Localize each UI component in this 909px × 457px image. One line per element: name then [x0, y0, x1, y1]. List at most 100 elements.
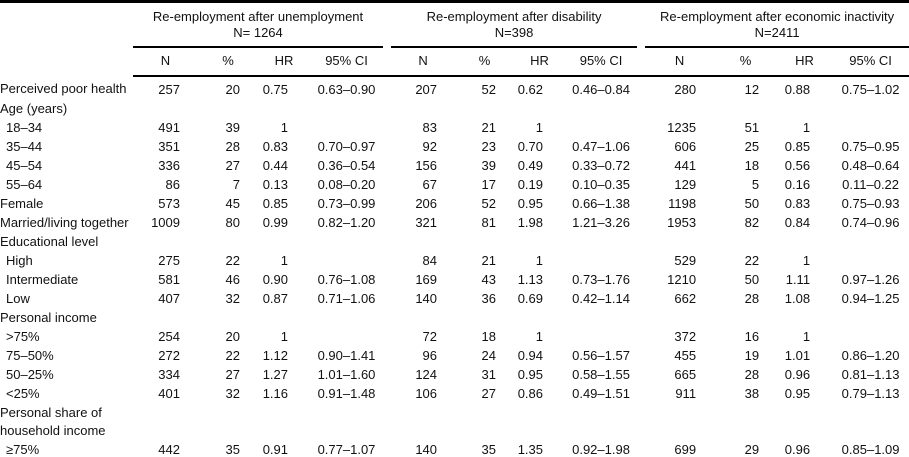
cell-ci: 0.92–1.98	[572, 442, 630, 457]
cell-pct: 81	[481, 215, 497, 230]
cell-pct: 27	[225, 367, 240, 382]
cell-n: 401	[158, 386, 180, 401]
cell-hr: 0.75	[262, 82, 288, 97]
row-label: Female	[0, 196, 44, 211]
cell-n: 455	[674, 348, 697, 363]
row-label: 50–25%	[6, 367, 54, 382]
row-label: <25%	[6, 386, 40, 401]
cell-n: 275	[158, 253, 180, 268]
col-header-hr: HR	[514, 47, 566, 77]
cell-pct: 28	[225, 139, 240, 154]
cell-hr: 0.56	[784, 158, 811, 173]
cell-pct: 52	[481, 82, 497, 97]
table-row: High 275 22 1 84 21 1 529 22 1	[0, 251, 909, 270]
cell-hr: 1	[280, 120, 288, 135]
cell-ci: 0.48–0.64	[841, 158, 900, 173]
cell-n: 442	[158, 442, 180, 457]
table-row: 18–34 491 39 1 83 21 1 1235 51 1	[0, 118, 909, 137]
col-header-hr: HR	[258, 47, 310, 77]
cell-ci: 1.21–3.26	[572, 215, 630, 230]
cell-n: 1235	[667, 120, 697, 135]
group-gap	[383, 137, 391, 156]
group-gap	[383, 47, 392, 77]
cell-ci: 0.11–0.22	[842, 177, 900, 192]
table-row: 35–44 351 28 0.83 0.70–0.97 92 23 0.70 0.47–1.06…	[0, 137, 909, 156]
cell-n: 491	[158, 120, 180, 135]
cell-ci: 0.75–0.95	[841, 139, 900, 154]
cell-n: 86	[165, 177, 180, 192]
cell-ci	[565, 118, 637, 137]
cell-n: 156	[415, 158, 438, 173]
cell-n: 72	[422, 329, 438, 344]
cell-n: 280	[674, 82, 697, 97]
group-gap	[383, 270, 391, 289]
cell-hr: 1	[802, 253, 811, 268]
cell-n: 699	[674, 442, 697, 457]
cell-hr: 1.12	[262, 348, 288, 363]
cell-hr: 0.94	[517, 348, 544, 363]
group-gap	[637, 440, 645, 457]
cell-pct: 23	[481, 139, 497, 154]
empty-cells	[133, 99, 909, 118]
cell-pct: 32	[225, 291, 240, 306]
cell-ci: 0.42–1.14	[572, 291, 630, 306]
cell-hr: 1	[280, 253, 288, 268]
cell-pct: 51	[744, 120, 760, 135]
cell-pct: 27	[225, 158, 240, 173]
group-gap	[637, 270, 645, 289]
sub-header-row: N % HR 95% CI N % HR 95% CI N % HR 95% C…	[0, 47, 909, 77]
cell-hr: 0.95	[517, 196, 544, 211]
cell-n: 257	[158, 82, 180, 97]
col-header-n: N	[133, 47, 198, 77]
cell-pct: 27	[481, 386, 497, 401]
table-row: Perceived poor health 257 20 0.75 0.63–0.90 2…	[0, 76, 909, 99]
group-gap	[383, 2, 391, 48]
cell-n: 372	[674, 329, 697, 344]
row-label: ≥75%	[6, 442, 40, 457]
cell-ci	[310, 251, 383, 270]
cell-ci	[832, 251, 909, 270]
section-row: Age (years)	[0, 99, 909, 118]
table-row: <25% 401 32 1.16 0.91–1.48 106 27 0.86 0.49–1.51…	[0, 384, 909, 403]
cell-n: 573	[158, 196, 180, 211]
cell-ci: 0.75–0.93	[841, 196, 900, 211]
cell-pct: 20	[225, 82, 240, 97]
cell-hr: 0.96	[784, 442, 811, 457]
cell-pct: 43	[481, 272, 497, 287]
cell-ci	[832, 118, 909, 137]
group-gap	[383, 175, 391, 194]
cell-n: 1198	[668, 196, 697, 211]
cell-pct: 7	[232, 177, 240, 192]
cell-ci: 0.82–1.20	[317, 215, 376, 230]
cell-n: 84	[422, 253, 438, 268]
cell-ci: 0.73–0.99	[317, 196, 376, 211]
cell-pct: 20	[225, 329, 240, 344]
cell-hr: 1.08	[784, 291, 811, 306]
cell-ci: 0.73–1.76	[572, 272, 630, 287]
group-gap	[637, 47, 646, 77]
cell-pct: 12	[744, 82, 760, 97]
cell-hr: 0.88	[784, 82, 811, 97]
cell-n: 83	[422, 120, 438, 135]
group-gap	[637, 118, 645, 137]
row-label: Intermediate	[6, 272, 79, 287]
cell-ci: 0.66–1.38	[572, 196, 630, 211]
cell-n: 67	[422, 177, 438, 192]
group-gap	[637, 194, 645, 213]
cell-pct: 22	[225, 253, 240, 268]
cell-ci: 0.85–1.09	[841, 442, 900, 457]
group-gap	[383, 365, 391, 384]
cell-n: 1953	[667, 215, 697, 230]
cell-pct: 39	[225, 120, 240, 135]
cell-ci: 0.47–1.06	[572, 139, 630, 154]
cell-pct: 18	[744, 158, 760, 173]
col-header-pct: %	[714, 47, 778, 77]
row-label: 35–44	[6, 139, 43, 154]
cell-hr: 0.87	[262, 291, 288, 306]
cell-ci: 0.71–1.06	[317, 291, 376, 306]
cell-n: 124	[415, 367, 438, 382]
cell-n: 140	[415, 291, 438, 306]
col-header-ci: 95% CI	[310, 47, 384, 77]
cell-pct: 18	[481, 329, 497, 344]
